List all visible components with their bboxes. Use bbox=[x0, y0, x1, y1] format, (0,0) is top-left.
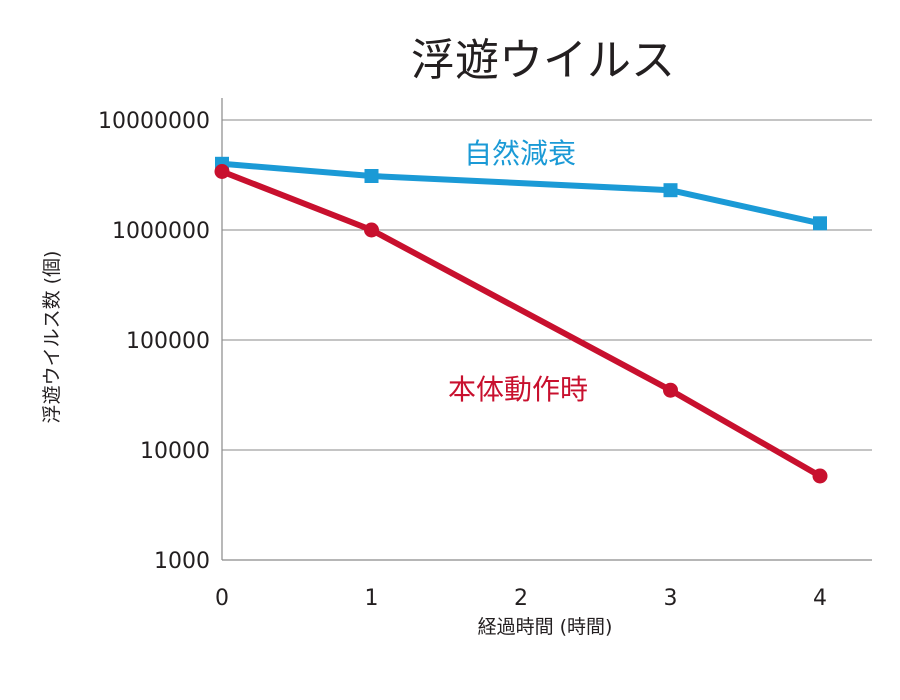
data-point-square bbox=[663, 183, 678, 198]
x-tick-labels: 0 1 2 3 4 bbox=[215, 586, 827, 611]
y-tick-label: 1000 bbox=[154, 549, 210, 574]
data-point-circle bbox=[214, 164, 230, 179]
data-point-circle bbox=[812, 468, 828, 484]
y-axis-label: 浮遊ウイルス数 (個) bbox=[41, 251, 63, 424]
x-axis-label: 経過時間 (時間) bbox=[478, 616, 613, 638]
y-tick-label: 10000000 bbox=[98, 109, 210, 134]
data-point-square bbox=[813, 216, 827, 231]
data-point-square bbox=[364, 169, 379, 183]
x-tick-label: 0 bbox=[215, 586, 229, 611]
y-tick-label: 100000 bbox=[126, 329, 210, 354]
grid-lines bbox=[222, 119, 872, 451]
y-tick-label: 10000 bbox=[140, 439, 210, 464]
series-label-natural-decay: 自然減衰 bbox=[464, 137, 576, 170]
data-point-circle bbox=[663, 382, 678, 398]
series-line-2 bbox=[219, 168, 823, 479]
x-tick-label: 2 bbox=[514, 586, 528, 611]
series-layer bbox=[214, 156, 828, 484]
x-tick-label: 4 bbox=[813, 586, 827, 611]
data-point-circle bbox=[364, 222, 379, 238]
x-tick-label: 3 bbox=[664, 586, 678, 611]
y-tick-label: 1000000 bbox=[112, 219, 210, 244]
x-tick-label: 1 bbox=[365, 586, 379, 611]
y-tick-labels: 1000 10000 100000 1000000 10000000 bbox=[98, 109, 210, 574]
series-line-1 bbox=[219, 160, 823, 227]
series-label-unit-running: 本体動作時 bbox=[448, 373, 588, 406]
chart-title: 浮遊ウイルス bbox=[411, 35, 675, 86]
